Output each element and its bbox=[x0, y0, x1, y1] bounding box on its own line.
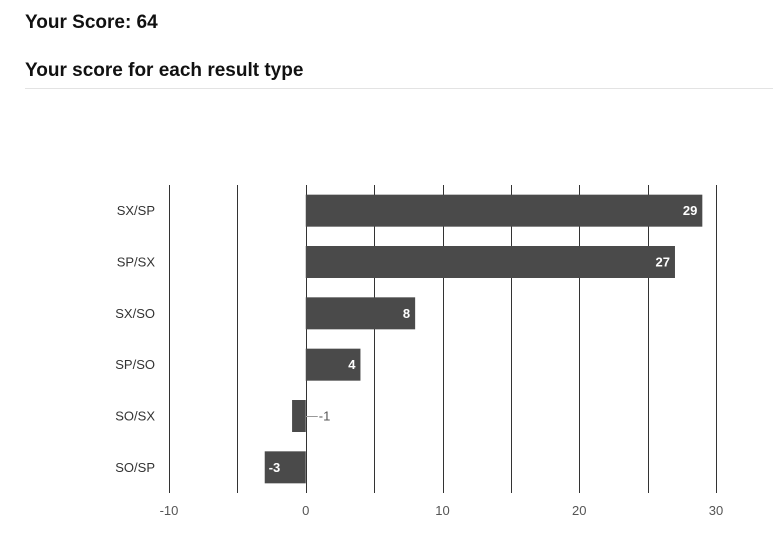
data-label: 8 bbox=[403, 306, 410, 321]
bar bbox=[264, 451, 306, 484]
x-tick-label: 10 bbox=[435, 503, 449, 518]
bar bbox=[305, 194, 703, 227]
category-label: SP/SO bbox=[115, 357, 155, 372]
x-tick-label: 20 bbox=[572, 503, 586, 518]
section-title: Your score for each result type bbox=[25, 60, 304, 81]
category-label: SX/SP bbox=[117, 203, 155, 218]
data-label: 27 bbox=[656, 255, 670, 270]
x-axis-ticks: -10 0 10 20 30 bbox=[160, 503, 724, 518]
bar bbox=[292, 400, 306, 432]
category-label: SP/SX bbox=[117, 255, 156, 270]
bars: 29 27 8 4 -1 -3 bbox=[264, 194, 703, 484]
data-label: 4 bbox=[348, 357, 356, 372]
x-tick-label: 0 bbox=[302, 503, 309, 518]
category-label: SO/SX bbox=[115, 409, 155, 424]
bar bbox=[305, 246, 675, 278]
total-score: Your Score: 64 bbox=[25, 12, 158, 33]
x-tick-label: 30 bbox=[709, 503, 723, 518]
data-label: -1 bbox=[319, 409, 331, 424]
bar bbox=[305, 297, 416, 330]
data-label: 29 bbox=[683, 203, 697, 218]
data-label: -3 bbox=[269, 460, 281, 475]
category-label: SX/SO bbox=[115, 306, 155, 321]
gridlines bbox=[169, 185, 717, 493]
bar bbox=[305, 348, 361, 381]
x-tick-label: -10 bbox=[160, 503, 179, 518]
section-divider bbox=[25, 88, 773, 89]
category-label: SO/SP bbox=[115, 460, 155, 475]
category-labels: SX/SP SP/SX SX/SO SP/SO SO/SX SO/SP bbox=[115, 203, 155, 475]
